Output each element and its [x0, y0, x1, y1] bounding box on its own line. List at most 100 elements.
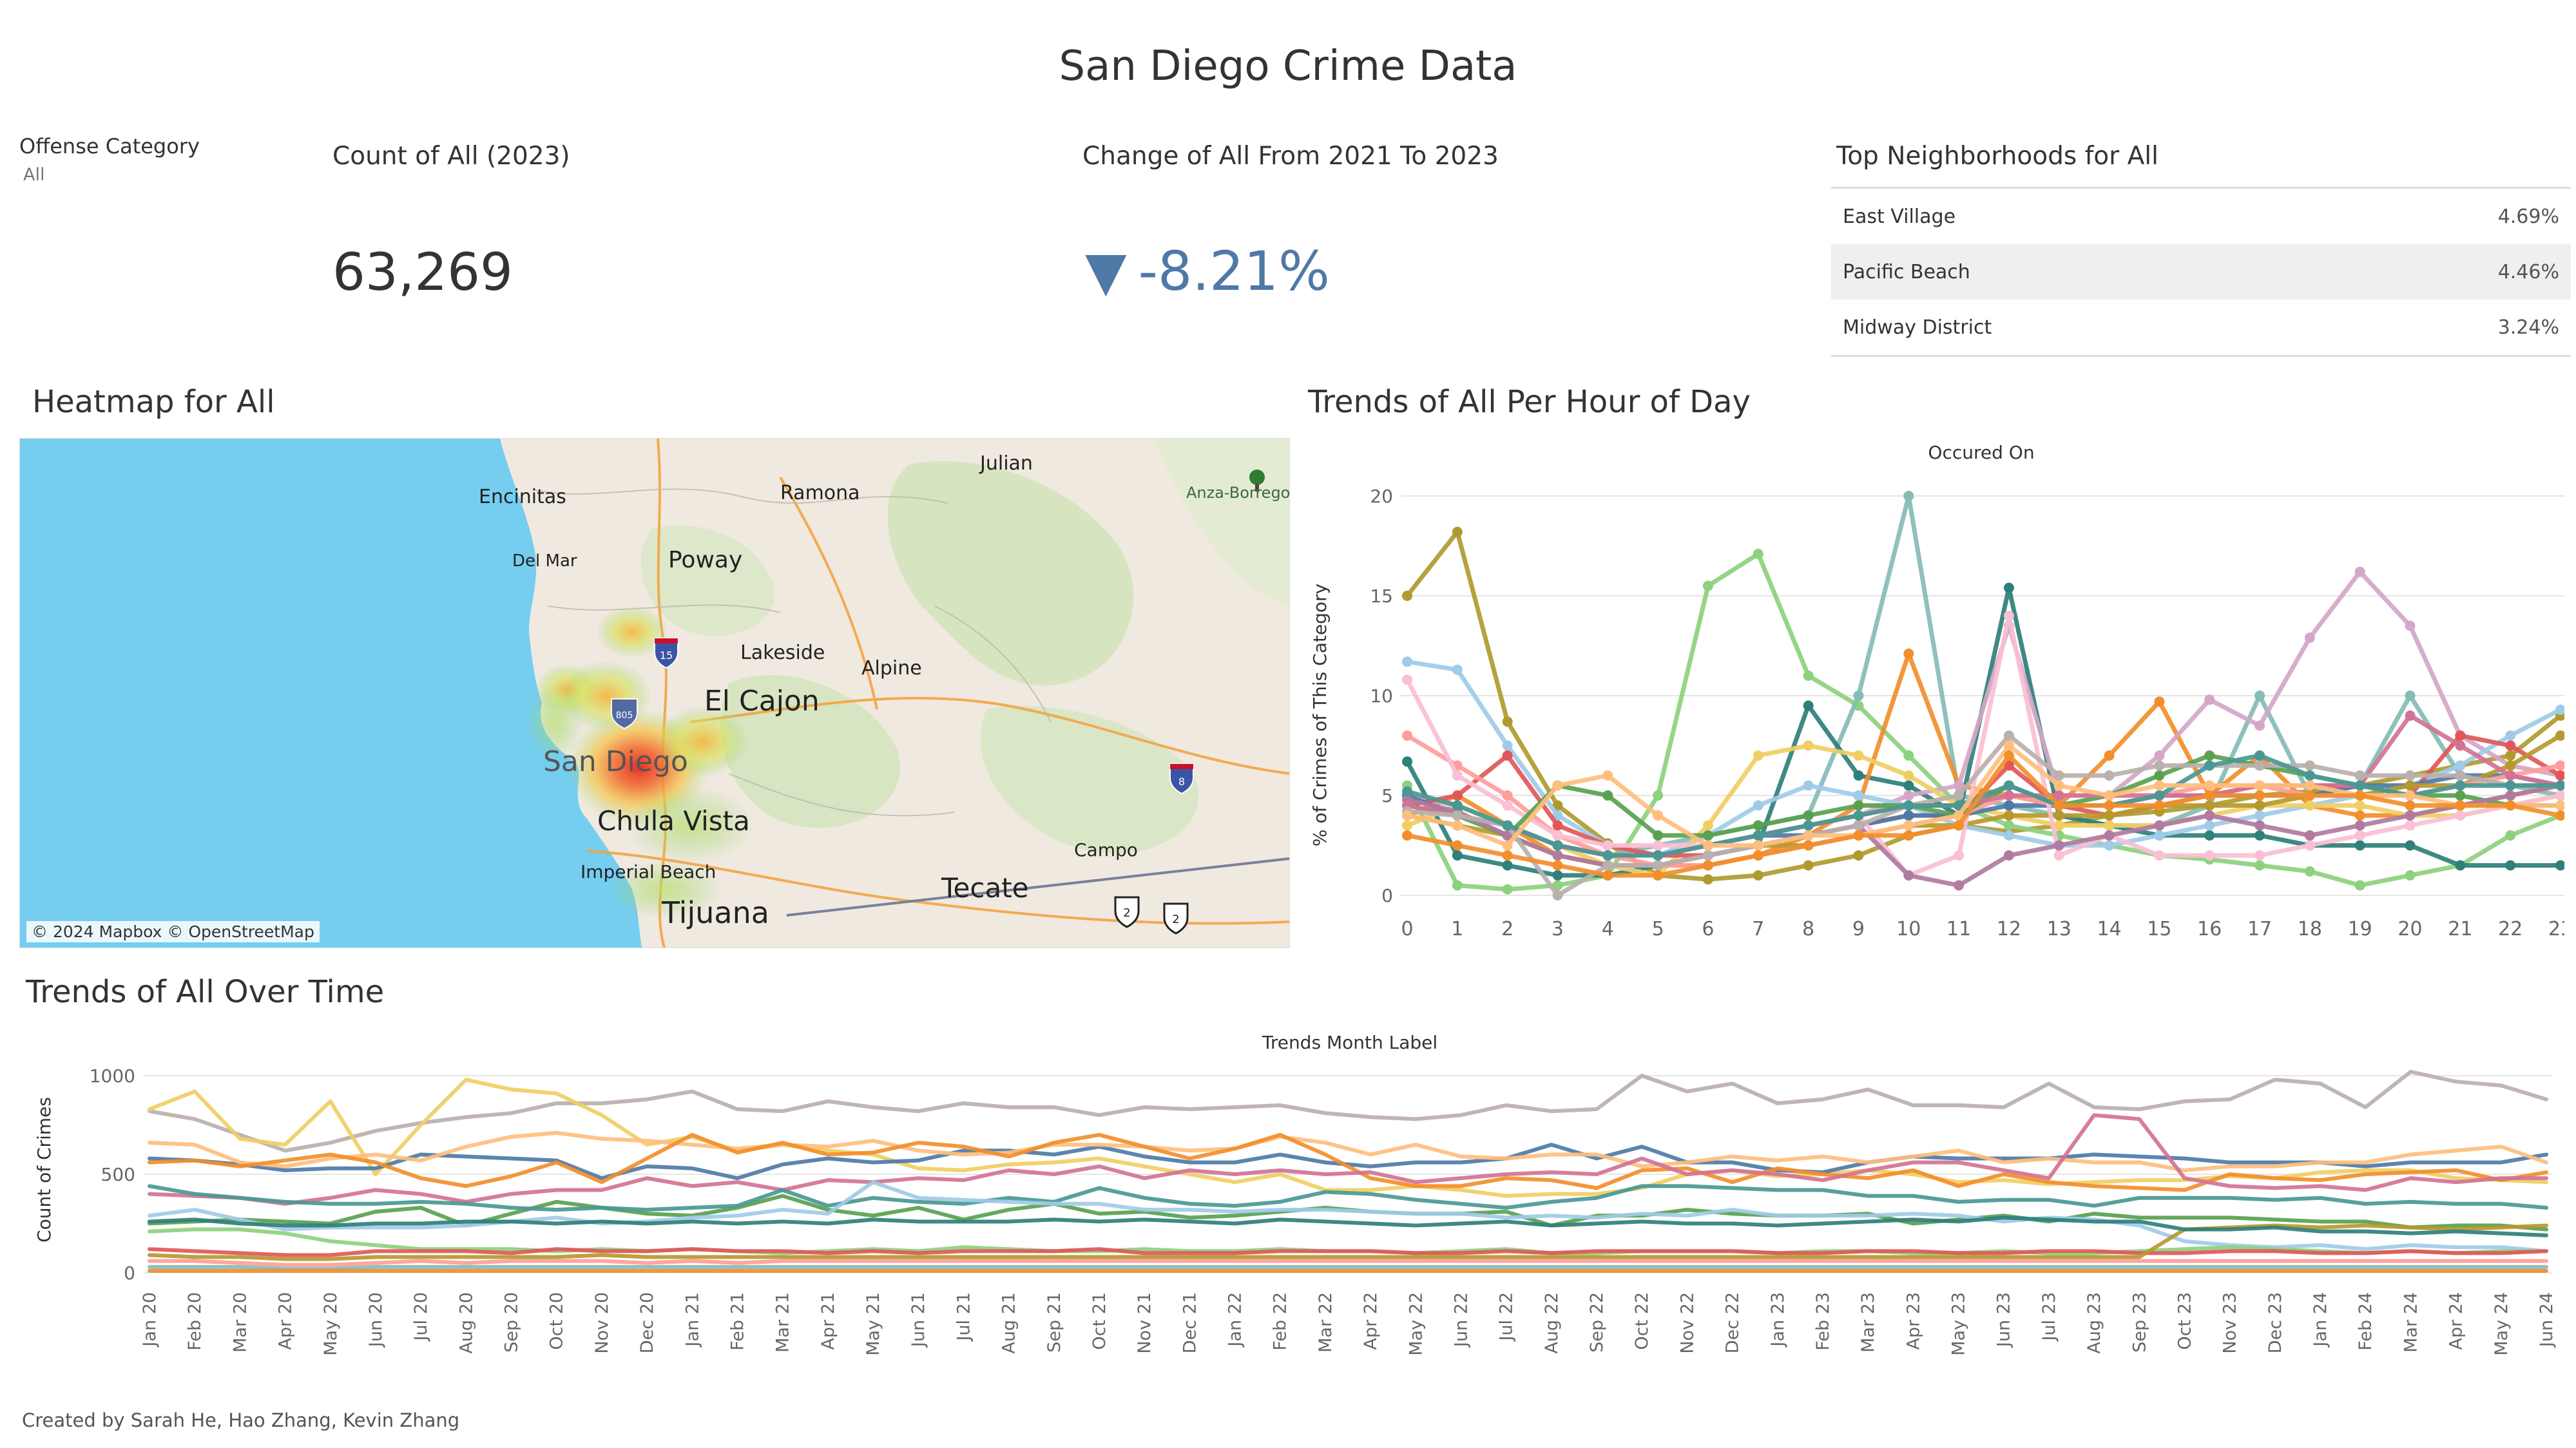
data-point — [2405, 770, 2416, 781]
data-point — [1954, 820, 1965, 831]
data-point — [1502, 740, 1513, 751]
neighborhood-row[interactable]: Midway District 3.24% — [1831, 300, 2571, 355]
svg-text:2: 2 — [1123, 906, 1130, 920]
data-point — [2405, 710, 2416, 721]
data-point — [2304, 830, 2315, 841]
data-point — [2405, 800, 2416, 811]
data-point — [1803, 840, 1814, 851]
data-point — [2154, 750, 2165, 761]
neighborhood-name: Midway District — [1843, 316, 1992, 339]
data-point — [1853, 810, 1864, 821]
x-tick-label: 9 — [1852, 918, 1865, 940]
data-point — [1602, 850, 1613, 861]
x-tick-label: Oct 20 — [547, 1292, 567, 1350]
data-point — [2053, 770, 2064, 781]
data-point — [2505, 740, 2516, 751]
data-point — [1452, 880, 1463, 891]
data-point — [1954, 850, 1965, 861]
data-point — [2254, 830, 2265, 841]
time-trends-subtitle: Trends Month Label — [1262, 1032, 1437, 1053]
series-line — [148, 1215, 2548, 1237]
hourly-trends-chart[interactable]: Occured On % of Crimes of This Category … — [1308, 432, 2564, 960]
heatmap-map[interactable]: 15 805 8 2 2 Encinitas Ramona Julian Del… — [19, 438, 1290, 948]
x-tick-label: 13 — [2047, 918, 2071, 940]
data-point — [1552, 840, 1563, 851]
neighborhood-row[interactable]: East Village 4.69% — [1831, 189, 2571, 244]
svg-text:15: 15 — [660, 649, 673, 662]
y-tick-label: 20 — [1370, 486, 1393, 507]
series-line — [1405, 753, 2563, 858]
data-point — [1452, 800, 1463, 811]
x-tick-label: 18 — [2298, 918, 2322, 940]
x-tick-label: May 20 — [321, 1292, 341, 1356]
count-kpi-value: 63,269 — [332, 242, 513, 302]
data-point — [1502, 800, 1513, 811]
data-point — [2254, 820, 2265, 831]
data-point — [2405, 620, 2416, 631]
x-tick-label: Feb 23 — [1813, 1292, 1833, 1351]
data-point — [1954, 780, 1965, 791]
series-line — [1405, 613, 2563, 878]
data-point — [1402, 591, 1412, 601]
data-point — [2154, 696, 2165, 707]
data-point — [2003, 780, 2014, 791]
series-line — [148, 1223, 2548, 1261]
data-point — [2204, 850, 2215, 861]
data-point — [1452, 664, 1463, 675]
data-point — [2354, 770, 2365, 781]
data-point — [2053, 800, 2064, 811]
map-label: Poway — [668, 547, 742, 573]
x-tick-label: Jul 23 — [2039, 1292, 2059, 1342]
map-credit: © 2024 Mapbox © OpenStreetMap — [26, 921, 320, 942]
data-point — [1903, 780, 1914, 791]
x-tick-label: Apr 23 — [1903, 1292, 1923, 1350]
x-tick-label: Dec 21 — [1180, 1292, 1200, 1353]
neighborhood-name: Pacific Beach — [1843, 260, 1970, 283]
data-point — [2304, 760, 2315, 771]
x-tick-label: Nov 20 — [592, 1292, 612, 1354]
series-line — [148, 1264, 2548, 1271]
x-tick-label: Feb 24 — [2356, 1292, 2376, 1351]
x-tick-label: Jan 23 — [1768, 1292, 1788, 1348]
data-point — [1753, 830, 1764, 841]
x-tick-label: 8 — [1802, 918, 1814, 940]
time-trends-chart[interactable]: Trends Month Label Count of Crimes 0 500 1… — [19, 1022, 2571, 1395]
data-point — [2455, 780, 2466, 791]
data-point — [2405, 691, 2416, 701]
data-point — [2455, 810, 2466, 821]
data-point — [1702, 860, 1713, 871]
offense-category-filter[interactable]: All — [23, 165, 45, 185]
data-point — [1502, 716, 1513, 727]
data-point — [1702, 820, 1713, 831]
x-tick-label: Aug 22 — [1542, 1292, 1562, 1354]
series-line — [148, 1132, 2548, 1192]
neighborhood-row[interactable]: Pacific Beach 4.46% — [1831, 244, 2571, 300]
data-point — [2204, 820, 2215, 831]
x-tick-label: Dec 22 — [1723, 1292, 1743, 1353]
data-point — [1402, 810, 1412, 821]
x-tick-label: 11 — [1946, 918, 1971, 940]
data-point — [2053, 790, 2064, 801]
data-point — [2405, 820, 2416, 831]
y-tick-label: 10 — [1370, 685, 1393, 707]
x-tick-label: Nov 23 — [2220, 1292, 2240, 1354]
data-point — [1452, 810, 1463, 821]
x-tick-label: Feb 20 — [185, 1292, 205, 1351]
data-point — [2354, 790, 2365, 801]
series-line — [148, 1069, 2548, 1153]
data-point — [1552, 780, 1563, 791]
data-point — [1653, 850, 1664, 861]
x-tick-label: Jan 20 — [140, 1292, 160, 1348]
data-point — [1803, 671, 1814, 681]
data-point — [2555, 760, 2564, 771]
data-point — [1753, 850, 1764, 861]
data-point — [2254, 691, 2265, 701]
x-tick-label: Aug 23 — [2084, 1292, 2104, 1354]
data-point — [1552, 830, 1563, 841]
data-point — [2254, 790, 2265, 801]
x-tick-label: Mar 20 — [230, 1292, 250, 1353]
data-point — [1602, 860, 1613, 871]
data-point — [2354, 566, 2365, 577]
data-point — [2154, 780, 2165, 791]
x-tick-label: Apr 22 — [1361, 1292, 1381, 1350]
